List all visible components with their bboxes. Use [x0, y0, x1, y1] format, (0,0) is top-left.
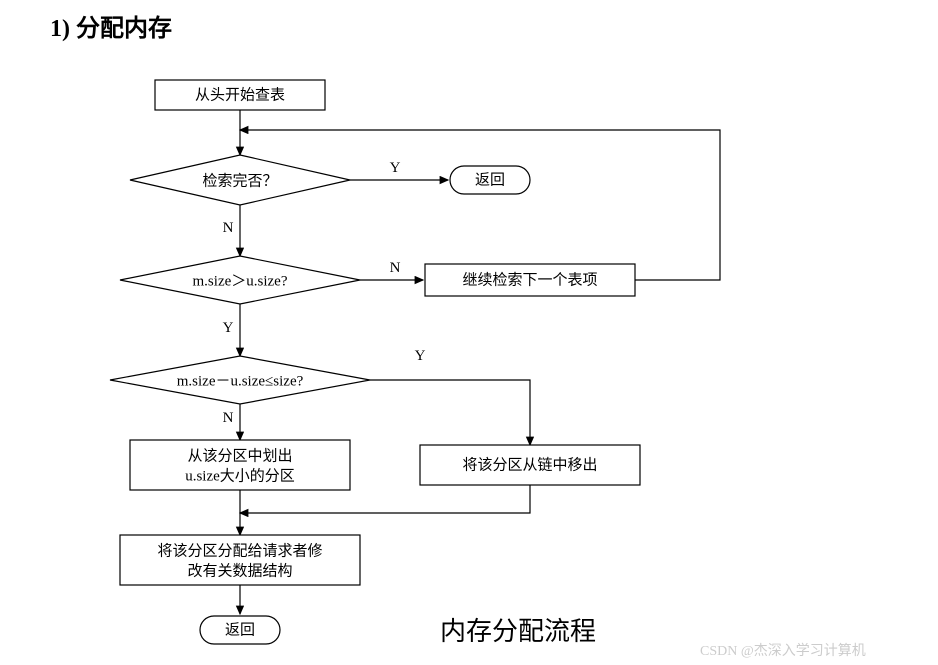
node-start-label: 从头开始查表 [195, 86, 285, 103]
edge-d1-ret1-label: Y [390, 160, 401, 176]
node-ret1-label: 返回 [475, 171, 505, 188]
node-remove-label: 将该分区从链中移出 [462, 456, 597, 473]
edge-d3-remove [370, 380, 530, 445]
watermark: CSDN @杰深入学习计算机 [700, 643, 866, 659]
node-d1-label: 检索完否？ [202, 172, 277, 189]
flowchart-canvas: 1) 分配内存 从头开始查表 检索完否？ Y 返回 N m.size＞u.siz… [0, 0, 938, 665]
node-d3-label: m.size－u.size≤size? [177, 373, 304, 389]
edge-d1-d2-label: N [223, 220, 234, 236]
page-title: 1) 分配内存 [50, 15, 172, 42]
node-assign-label1: 将该分区分配给请求者修 [157, 542, 322, 559]
caption: 内存分配流程 [440, 617, 596, 646]
node-d2-label: m.size＞u.size? [193, 273, 288, 289]
edge-cont-loop [240, 130, 720, 280]
edge-d2-d3-label: Y [223, 320, 234, 336]
edge-d3-carve-label: N [223, 410, 234, 426]
edge-d2-cont-label: N [390, 260, 401, 276]
node-ret2-label: 返回 [225, 621, 255, 638]
node-carve-label1: 从该分区中划出 [187, 447, 292, 464]
node-carve-label2: u.size大小的分区 [185, 467, 295, 484]
node-assign-label2: 改有关数据结构 [187, 562, 292, 579]
edge-d3-remove-label: Y [415, 348, 426, 364]
node-cont-label: 继续检索下一个表项 [462, 271, 597, 288]
